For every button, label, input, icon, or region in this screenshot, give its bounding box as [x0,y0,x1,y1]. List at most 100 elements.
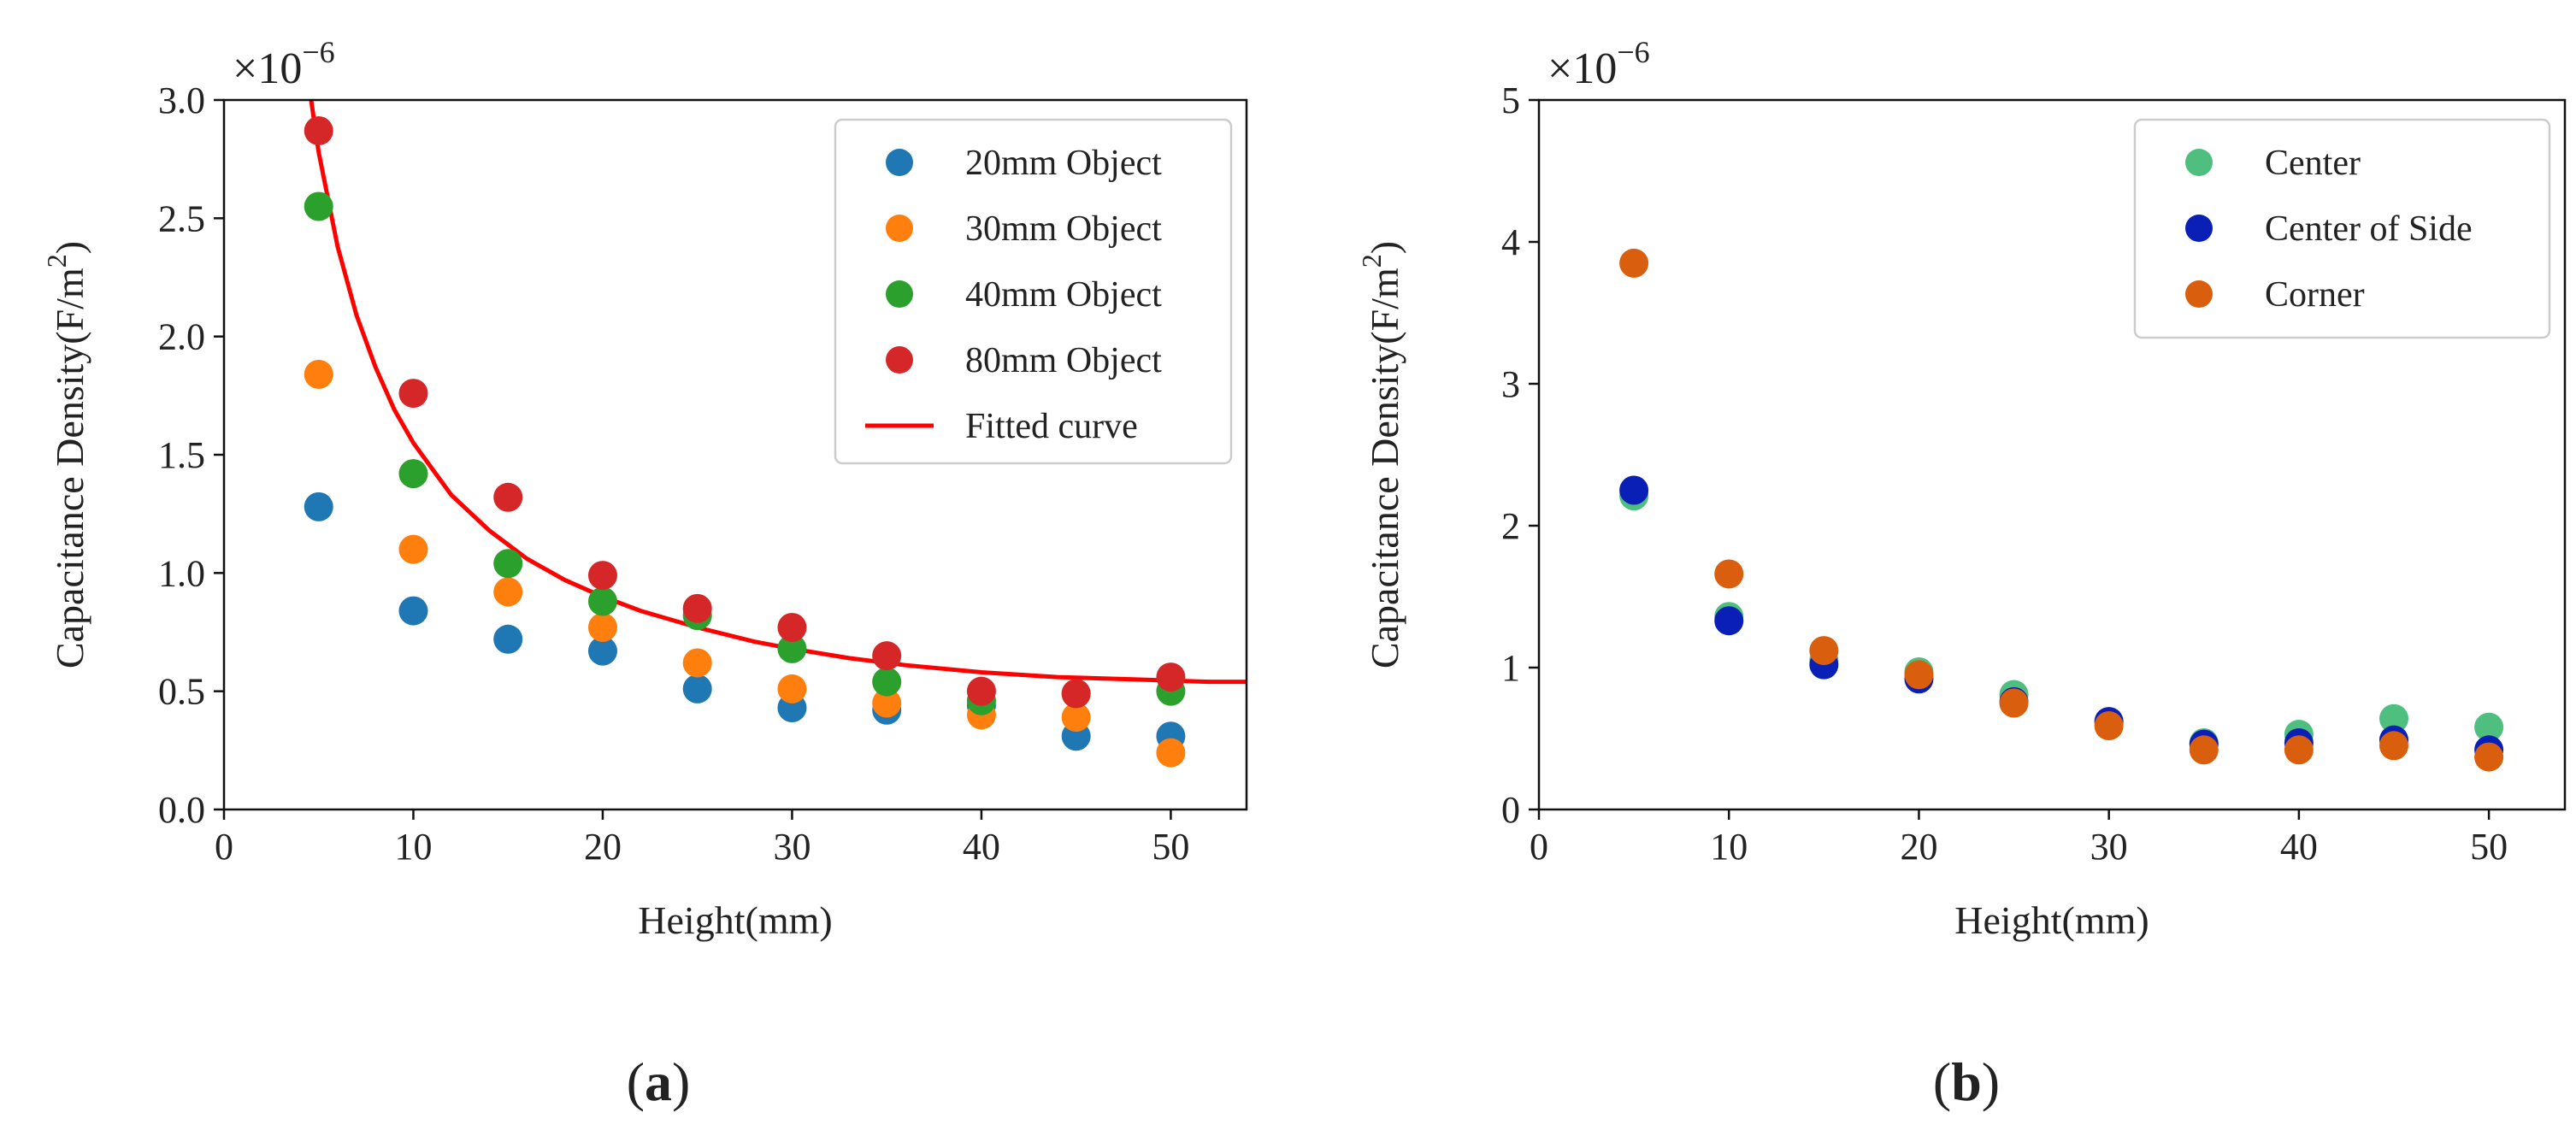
x-axis-label: Height(mm) [638,898,832,942]
data-point [1999,688,2029,718]
y-axis-label: Capacitance Density(F/m2) [41,241,91,668]
legend-entry: Center [2185,144,2361,183]
legend: Center Center of Side Corner [2133,118,2551,339]
y-axis-label: Capacitance Density(F/m2) [1356,241,1406,668]
data-point [304,191,333,221]
legend-label: 40mm Object [965,275,1162,315]
data-point [587,586,617,616]
series-center [1619,481,2504,757]
data-point [304,115,333,145]
legend-marker [886,215,913,242]
y-tick-label: 2.5 [158,197,205,239]
panel-label-letter: b [1951,1051,1982,1112]
panel-label-close: ) [1982,1051,2000,1112]
data-point [872,641,902,671]
legend-entry: Fitted curve [865,407,1138,446]
panel-label-close: ) [672,1051,690,1112]
data-point [1156,662,1186,692]
legend-label: 80mm Object [965,341,1162,380]
plot-frame [1537,98,2567,811]
data-point [777,633,807,663]
data-point [2189,735,2219,765]
x-tick-label: 50 [2470,826,2508,868]
y-tick-label: 0.0 [158,789,205,831]
legend-marker [2185,149,2213,176]
y-tick-label: 4 [1501,221,1520,263]
y-tick-label: 2 [1501,505,1520,547]
x-tick-label: 30 [2090,826,2128,868]
legend-label: 30mm Object [965,209,1162,249]
data-point [1619,248,1649,278]
data-point [872,667,902,697]
data-point [777,674,807,703]
y-axis-label-main: Capacitance Density(F/m [1363,268,1406,668]
data-point [493,624,523,654]
data-point [2379,703,2408,733]
legend-marker [886,346,913,374]
x-tick-label: 10 [394,826,432,868]
panel-a: 0 10 20 30 40 50 0.0 0.5 1.0 1.5 2.0 2.5 3.0 Height(m… [41,35,1248,1112]
data-point [587,561,617,591]
y-axis-label-close: ) [48,241,91,254]
legend-label: Corner [2265,275,2365,315]
scale-factor: ×10−6 [1547,35,1650,93]
data-point [2094,711,2124,741]
series-corner [1619,248,2504,772]
data-point [2474,712,2504,742]
y-tick-label: 0 [1501,789,1520,831]
legend: 20mm Object 30mm Object 40mm Object 80mm Ob… [834,118,1233,465]
y-tick-label: 0.5 [158,671,205,713]
x-tick-label: 20 [1900,826,1937,868]
data-point [2474,742,2504,772]
data-point [682,593,712,623]
legend-entry: Corner [2185,275,2365,315]
legend-box [834,118,1233,465]
legend-marker [886,280,913,308]
data-point [587,612,617,642]
data-point [587,636,617,666]
panel-label-letter: a [645,1051,672,1112]
y-tick-label: 1.5 [158,434,205,476]
legend-entry: Center of Side [2185,209,2473,249]
data-point [682,674,712,703]
x-tick-label: 20 [584,826,622,868]
data-point [304,492,333,521]
y-tick-label: 3 [1501,363,1520,405]
data-point [1061,703,1091,733]
y-axis-label-main: Capacitance Density(F/m [48,268,91,668]
data-point [966,676,996,706]
data-point [2379,731,2408,761]
legend-box [2133,118,2551,339]
x-axis-label: Height(mm) [1954,898,2149,942]
legend-marker [2185,280,2213,308]
data-point [493,482,523,512]
data-point [1061,679,1091,709]
y-tick-label: 1 [1501,647,1520,689]
data-point [2284,735,2314,765]
legend-marker [2185,215,2213,242]
y-tick-label: 3.0 [158,79,205,121]
series-80mm-object [304,115,1186,709]
data-point [304,359,333,389]
legend-label: Fitted curve [965,407,1138,446]
data-point [1809,636,1839,666]
data-point [1714,606,1744,636]
panel-label: (a) [627,1051,691,1112]
legend-marker [886,149,913,176]
x-tick-label: 30 [773,826,811,868]
scale-factor: ×10−6 [233,35,335,93]
y-axis-label-close: ) [1363,241,1406,254]
x-tick-label: 50 [1152,826,1189,868]
series-20mm-object [304,492,1186,751]
data-point [398,534,428,564]
data-point [682,648,712,678]
y-axis-label-sup: 2 [1356,254,1387,268]
data-point [398,596,428,626]
legend-entry: 80mm Object [886,341,1162,380]
data-point [1619,475,1649,505]
panel-b: 0 10 20 30 40 50 0 1 2 3 4 5 Height(mm) Capacitance D… [1356,35,2567,1112]
legend-entry: 40mm Object [886,275,1162,315]
data-point [1904,660,1934,690]
legend-label: 20mm Object [965,144,1162,183]
